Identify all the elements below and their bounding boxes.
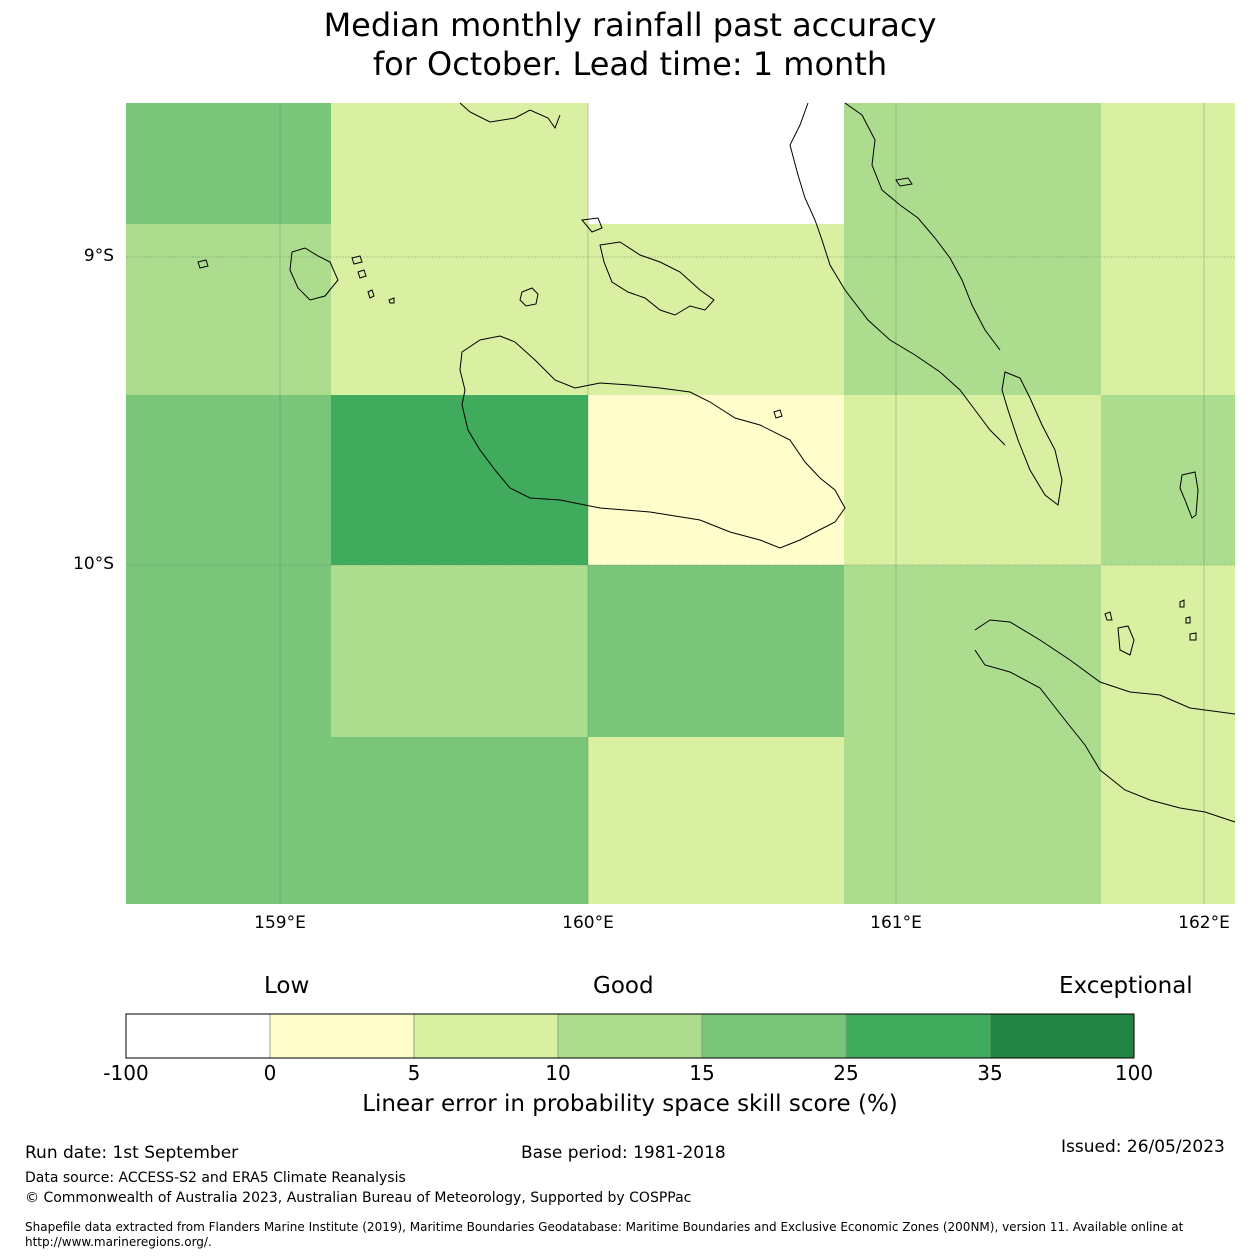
colorbar-tick-label: 10 [545, 1061, 571, 1085]
colorbar-box [125, 1013, 271, 1059]
colorbar-box [557, 1013, 703, 1059]
grid-cell [1101, 103, 1235, 224]
copyright: © Commonwealth of Australia 2023, Austra… [25, 1190, 692, 1206]
colorbar-box [989, 1013, 1135, 1059]
lon-label-159e: 159°E [254, 913, 306, 933]
coast-dot-3 [357, 269, 367, 279]
data-source: Data source: ACCESS-S2 and ERA5 Climate … [25, 1170, 406, 1186]
issued-date: Issued: 26/05/2023 [1061, 1137, 1225, 1157]
coast-makira-south [974, 649, 1236, 823]
colorbar-tick-label: 5 [407, 1061, 421, 1085]
grid-cell [126, 395, 331, 565]
coast-ulawa [1179, 471, 1199, 519]
grid-cell [126, 565, 331, 737]
grid-cell [331, 224, 588, 395]
coast-guadalcanal [459, 335, 846, 549]
coast-nggela [599, 241, 715, 316]
coast-dot-1 [197, 259, 209, 269]
coast-dot-4 [367, 289, 375, 299]
run-date: Run date: 1st September [25, 1143, 239, 1163]
coast-russell [289, 247, 339, 301]
grid-cell [331, 737, 588, 904]
coast-dot-11 [895, 177, 913, 187]
lat-label-10s: 10°S [73, 554, 114, 574]
coast-dot-10 [773, 409, 783, 419]
coast-dot-8 [1185, 616, 1191, 624]
grid-cell [844, 737, 1101, 904]
colorbar-tick-label: 100 [1114, 1061, 1154, 1085]
grid-cell [588, 565, 844, 737]
grid-cell [1101, 395, 1235, 565]
grid-cell [844, 565, 1101, 737]
colorbar-box [269, 1013, 415, 1059]
coast-maramasike [1001, 371, 1063, 506]
colorbar-tick-label: 0 [263, 1061, 277, 1085]
colorbar-category-good: Good [593, 973, 654, 999]
coast-makira [974, 619, 1236, 715]
colorbar-tick-label: 25 [833, 1061, 859, 1085]
lat-label-9s: 9°S [83, 246, 114, 266]
title-line-1: Median monthly rainfall past accuracy [323, 6, 937, 44]
colorbar-outline [125, 1013, 1135, 1059]
grid-cell [844, 103, 1101, 224]
coast-florida-small [581, 217, 603, 233]
lon-label-160e: 160°E [562, 913, 614, 933]
coast-santaisabel [459, 102, 561, 130]
shapefile-credit-line-1: Shapefile data extracted from Flanders M… [25, 1220, 1184, 1234]
coast-dot-7 [1179, 599, 1185, 608]
coast-ugi [1117, 625, 1135, 656]
coast-savo [519, 287, 539, 307]
colorbar-box [413, 1013, 559, 1059]
grid-cell [1101, 224, 1235, 395]
grid-cell [331, 395, 588, 565]
coast-malaita-west [789, 102, 1006, 446]
grid-cell [126, 737, 331, 904]
coast-dot-5 [388, 297, 395, 304]
coast-dot-2 [351, 255, 363, 265]
grid-cell [1101, 565, 1235, 737]
title-line-2: for October. Lead time: 1 month [372, 45, 888, 83]
colorbar-tick-label: 35 [977, 1061, 1003, 1085]
grid-cell [126, 103, 331, 224]
gridlines [126, 103, 1235, 904]
coast-dot-9 [1189, 632, 1197, 641]
grid-cell [844, 224, 1101, 395]
lon-label-162e: 162°E [1178, 913, 1230, 933]
colorbar [125, 1013, 1135, 1059]
colorbar-box [701, 1013, 847, 1059]
grid-cell [331, 565, 588, 737]
grid-cell [1101, 737, 1235, 904]
shapefile-credit-line-2: http://www.marineregions.org/. [25, 1235, 212, 1249]
grid-cell [588, 103, 844, 224]
colorbar-tick-label: -100 [103, 1061, 149, 1085]
colorbar-category-low: Low [264, 973, 310, 999]
grid-cell [126, 224, 331, 395]
coast-malaita-east [844, 102, 1001, 351]
grid-cell [588, 224, 844, 395]
colorbar-label: Linear error in probability space skill … [362, 1091, 898, 1117]
colorbar-boxes [125, 1013, 1135, 1059]
grid-cell [331, 103, 588, 224]
grid-cell [588, 737, 844, 904]
colorbar-category-exceptional: Exceptional [1059, 973, 1193, 999]
lon-label-161e: 161°E [870, 913, 922, 933]
chart-title: Median monthly rainfall past accuracy fo… [0, 6, 1260, 84]
coastlines [197, 102, 1236, 823]
colorbar-box [845, 1013, 991, 1059]
coast-dot-6 [1104, 611, 1113, 621]
colorbar-tick-label: 15 [689, 1061, 715, 1085]
shapefile-credit: Shapefile data extracted from Flanders M… [25, 1220, 1245, 1250]
grid-cell [844, 395, 1101, 565]
base-period: Base period: 1981-2018 [521, 1143, 726, 1163]
grid-cell [588, 395, 844, 565]
grid-cells [126, 103, 1235, 904]
